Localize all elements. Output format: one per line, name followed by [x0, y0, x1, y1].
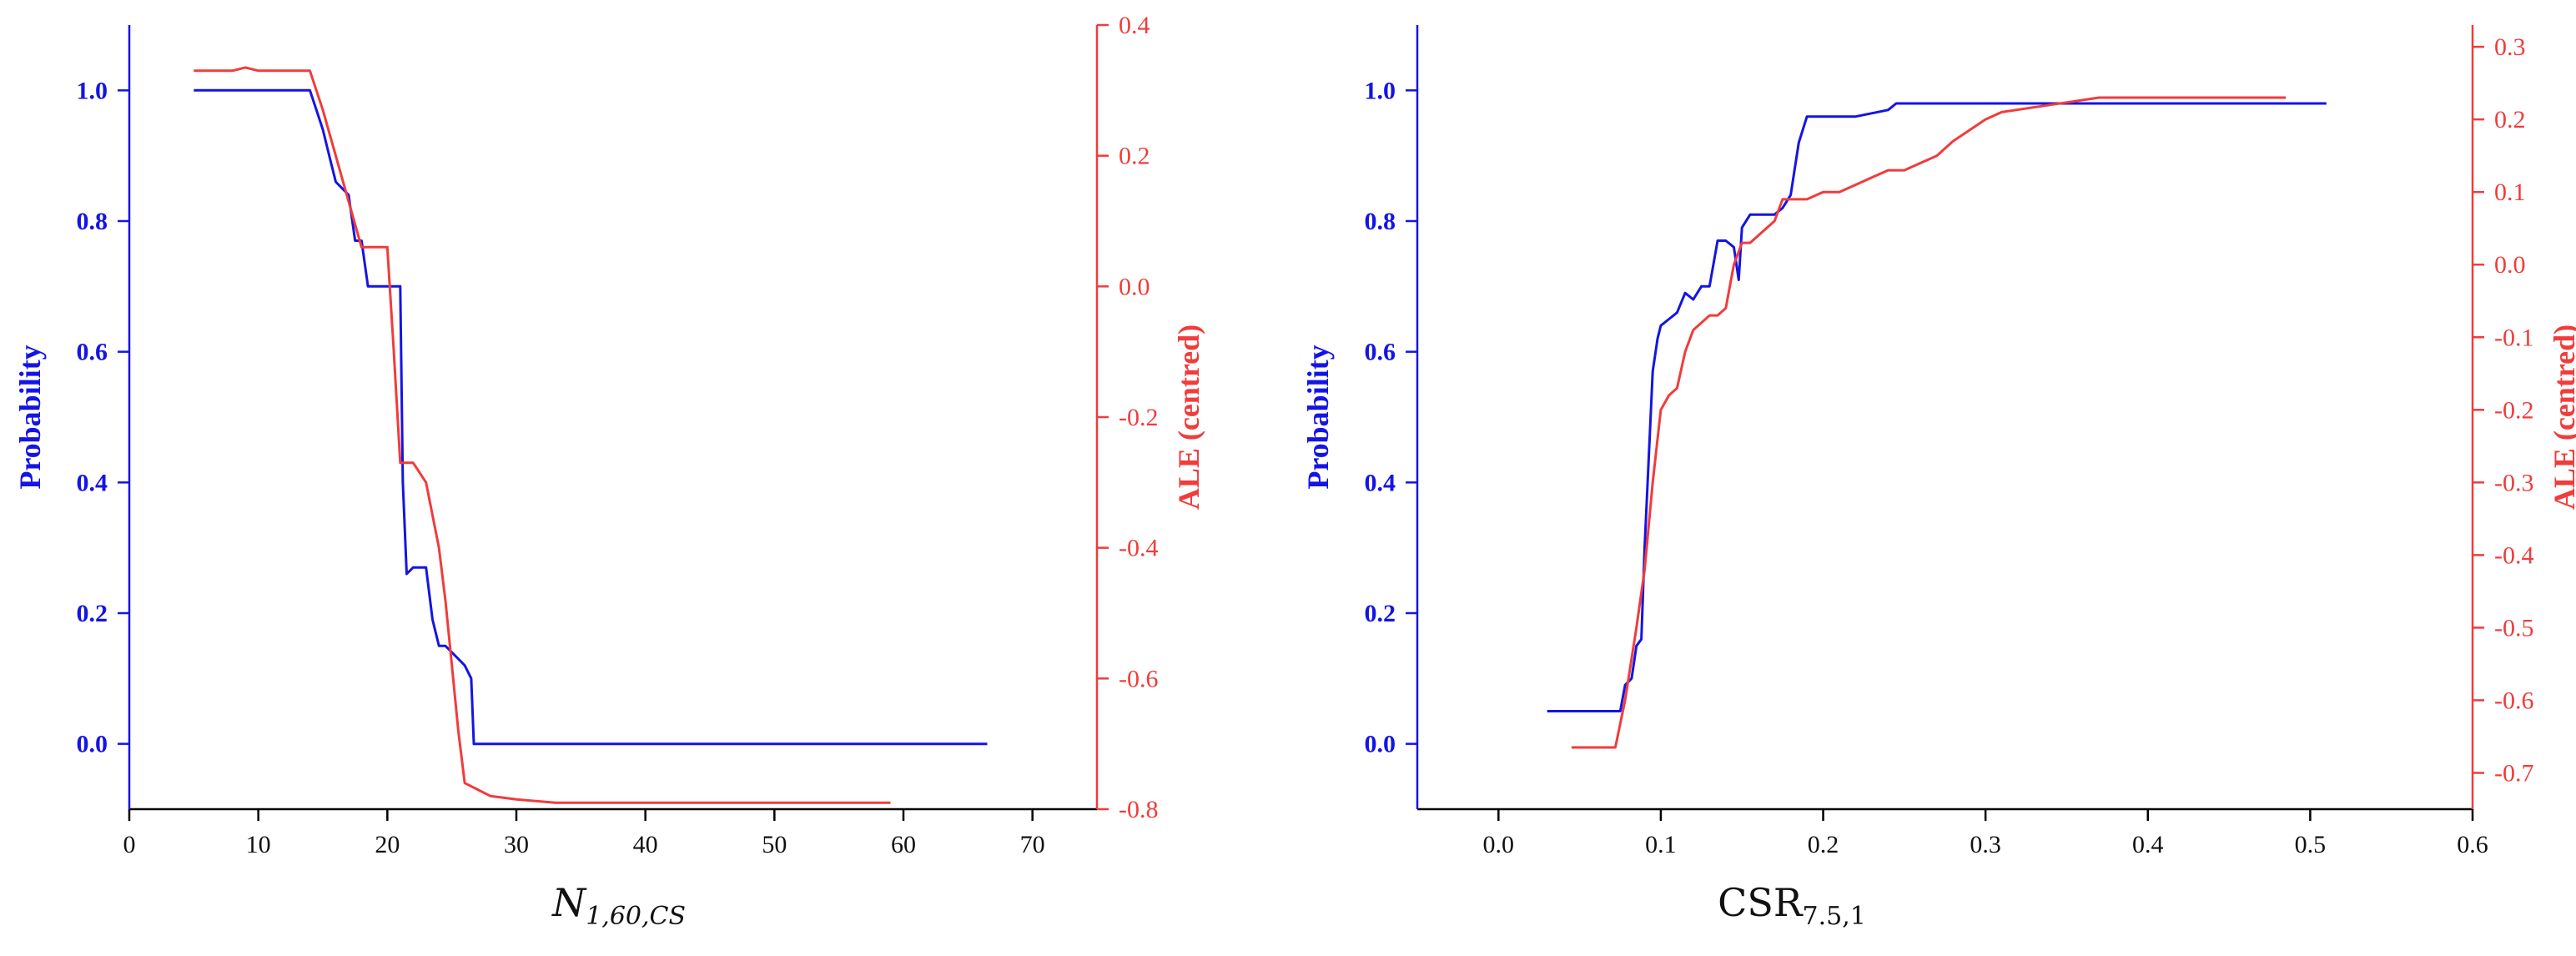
chart-right-svg: 0.0 0.1 0.2 0.3 0.4 0.5 0.6 0.0 0.2 0.4 0.6 0.8 1.0 -… — [1301, 25, 2576, 858]
right-y-tick-label: -0.5 — [2494, 614, 2534, 642]
right-y-tick-label: 0.2 — [2494, 106, 2526, 133]
x-tick-label: 20 — [375, 831, 400, 858]
x-tick-label: 0.0 — [1483, 831, 1515, 858]
x-tick-label: 60 — [891, 831, 916, 858]
x-tick-label: 70 — [1020, 831, 1045, 858]
x-tick-label: 10 — [246, 831, 271, 858]
probability-series-line — [194, 88, 988, 746]
x-axis-title-left: N1,60,CS — [369, 880, 869, 931]
ale-series-line — [194, 66, 891, 804]
left-y-tick-label: 1.0 — [77, 77, 108, 104]
x-axis-title-sub: 7.5,1 — [1802, 902, 1866, 932]
left-y-tick-label: 0.2 — [77, 600, 108, 627]
left-y-tick-label: 0.8 — [1365, 208, 1396, 235]
x-tick-label: 30 — [504, 831, 529, 858]
left-y-tick-label: 0.0 — [77, 731, 108, 758]
right-y-tick-label: 0.1 — [2494, 179, 2526, 206]
right-y-tick-label: 0.0 — [1119, 273, 1150, 300]
right-y-tick-label: -0.1 — [2494, 324, 2534, 351]
probability-series-line — [1547, 102, 2327, 712]
right-y-tick-label: -0.7 — [2494, 759, 2534, 787]
x-tick-label: 0.3 — [1970, 831, 2001, 858]
left-y-tick-label: 0.4 — [77, 469, 108, 496]
right-y-tick-label: 0.4 — [1119, 12, 1150, 39]
left-y-tick-label: 0.6 — [1365, 339, 1396, 366]
right-y-tick-label: -0.6 — [1119, 665, 1159, 692]
left-y-tick-label: 0.2 — [1365, 600, 1396, 627]
left-y-axis-title: Probability — [13, 345, 47, 489]
x-tick-label: 0.5 — [2295, 831, 2327, 858]
right-y-tick-label: -0.3 — [2494, 469, 2534, 496]
ale-series-line — [1571, 96, 2287, 749]
chart-left-svg: 0 10 20 30 40 50 60 70 0.0 0.2 0.4 0.6 0.8 1.0 -0.8 -0.… — [13, 12, 1205, 858]
left-y-tick-label: 0.6 — [77, 339, 108, 366]
right-y-tick-label: -0.6 — [2494, 687, 2534, 714]
chart-panel-right: 0.0 0.1 0.2 0.3 0.4 0.5 0.6 0.0 0.2 0.4 0.6 0.8 1.0 -… — [1288, 0, 2576, 956]
left-y-tick-label: 0.4 — [1365, 469, 1396, 496]
right-y-tick-label: -0.4 — [1119, 535, 1159, 562]
right-y-tick-label: 0.0 — [2494, 251, 2526, 279]
right-y-tick-label: -0.4 — [2494, 541, 2534, 569]
right-y-axis-title: ALE (centred) — [1172, 325, 1205, 510]
x-axis-title-right: CSR7.5,1 — [1542, 880, 2042, 931]
x-tick-label: 0 — [123, 831, 136, 858]
chart-panel-left: 0 10 20 30 40 50 60 70 0.0 0.2 0.4 0.6 0.8 1.0 -0.8 -0.… — [13, 12, 1205, 931]
right-y-tick-label: -0.8 — [1119, 796, 1159, 823]
right-y-tick-label: -0.2 — [2494, 396, 2534, 424]
x-tick-label: 40 — [633, 831, 658, 858]
left-y-tick-label: 1.0 — [1365, 77, 1396, 104]
x-tick-label: 50 — [762, 831, 787, 858]
right-y-axis-title: ALE (centred) — [2548, 325, 2576, 510]
x-axis-title-main: CSR — [1718, 880, 1803, 925]
left-y-axis-title: Probability — [1301, 345, 1335, 489]
right-y-tick-label: 0.3 — [2494, 33, 2526, 61]
x-tick-label: 0.6 — [2457, 831, 2488, 858]
right-y-tick-label: -0.2 — [1119, 404, 1159, 431]
left-y-tick-label: 0.8 — [77, 208, 108, 235]
right-y-tick-label: 0.2 — [1119, 143, 1150, 170]
x-tick-label: 0.2 — [1808, 831, 1839, 858]
x-axis-title-sub: 1,60,CS — [586, 902, 687, 932]
x-tick-label: 0.4 — [2132, 831, 2164, 858]
x-axis-title-main: N — [551, 880, 586, 925]
left-y-tick-label: 0.0 — [1365, 731, 1396, 758]
x-tick-label: 0.1 — [1645, 831, 1677, 858]
